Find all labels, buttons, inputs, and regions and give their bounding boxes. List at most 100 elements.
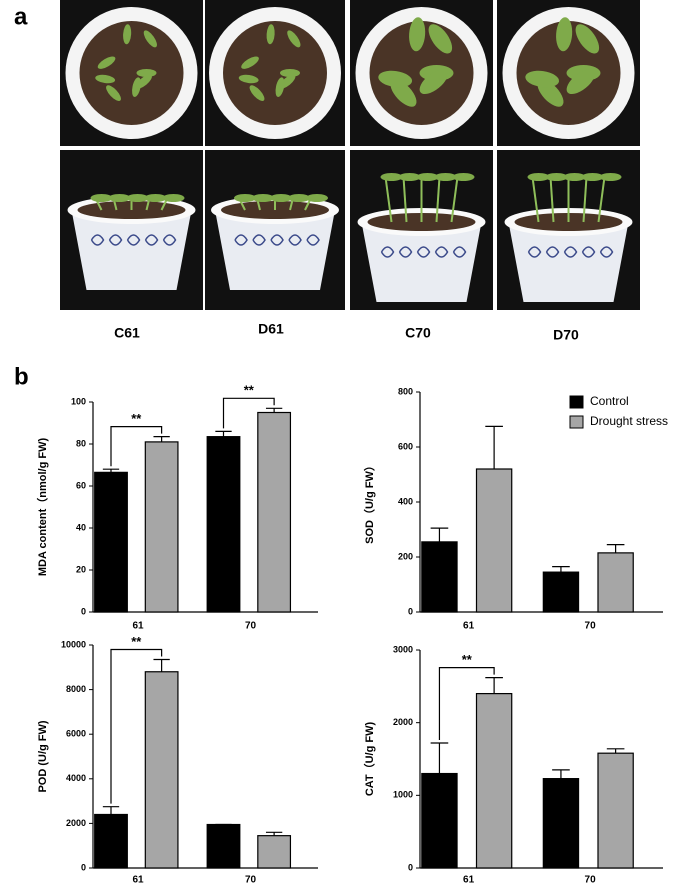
- x-tick-label: 70: [245, 875, 257, 886]
- leaf: [241, 56, 259, 69]
- leaf: [270, 194, 292, 202]
- y-axis-label: MDA content（nmol/g FW): [36, 438, 49, 577]
- pot-pattern: [288, 234, 302, 246]
- y-tick-label: 0: [408, 862, 413, 872]
- error-bar: [485, 677, 503, 694]
- stem: [402, 176, 408, 223]
- y-tick-label: 80: [76, 438, 86, 448]
- legend-label: Control: [590, 394, 629, 408]
- stem: [582, 176, 588, 223]
- bar: [94, 813, 128, 869]
- stem: [435, 176, 441, 223]
- pot-pattern: [90, 234, 105, 246]
- pot-pattern: [527, 246, 542, 258]
- pot: [508, 222, 629, 302]
- leaf: [132, 77, 141, 97]
- y-axis-label: CAT（U/g FW): [363, 722, 376, 797]
- pot-pattern: [162, 234, 177, 246]
- leaf: [95, 74, 116, 84]
- pot: [71, 210, 192, 290]
- x-tick-label: 61: [463, 621, 475, 632]
- error-bar: [102, 806, 120, 815]
- leaf: [581, 173, 604, 181]
- pot-pattern: [144, 234, 159, 246]
- y-tick-label: 0: [81, 862, 86, 872]
- y-tick-label: 200: [398, 551, 413, 561]
- significance-bracket: [110, 426, 163, 467]
- pot-pattern: [306, 234, 320, 246]
- pot-pattern: [563, 246, 578, 258]
- y-tick-label: 40: [76, 522, 86, 532]
- bar: [597, 552, 634, 613]
- photo-label: D70: [553, 327, 579, 343]
- error-bar: [102, 468, 120, 473]
- y-tick-label: 0: [81, 606, 86, 616]
- leaf: [288, 194, 310, 202]
- legend-swatch: [569, 415, 584, 429]
- error-bar: [215, 430, 232, 437]
- y-tick-label: 3000: [393, 644, 413, 654]
- y-tick-label: 8000: [66, 684, 86, 694]
- pot-pattern: [434, 246, 449, 258]
- bar: [542, 778, 580, 869]
- y-tick-label: 2000: [66, 818, 86, 828]
- leaf: [234, 194, 256, 202]
- bar: [206, 436, 241, 613]
- soil: [79, 21, 184, 125]
- leaf: [398, 173, 421, 181]
- leaf: [428, 24, 453, 54]
- bar: [542, 571, 580, 613]
- pot-pattern: [380, 246, 395, 258]
- pot-pattern: [452, 246, 467, 258]
- error-bar: [265, 407, 283, 413]
- significance-label: **: [244, 383, 255, 398]
- y-tick-label: 10000: [61, 639, 86, 649]
- leaf: [280, 69, 300, 77]
- y-tick-label: 2000: [393, 717, 413, 727]
- leaf: [419, 69, 448, 95]
- pot: [361, 222, 482, 302]
- significance-label: **: [462, 652, 473, 667]
- leaf: [123, 24, 132, 45]
- leaf: [106, 85, 121, 101]
- leaf: [144, 194, 167, 202]
- photo-label: C70: [405, 325, 431, 341]
- significance-bracket: [110, 648, 163, 804]
- bar: [144, 671, 179, 869]
- y-axis-label: POD (U/g FW): [37, 720, 49, 792]
- leaf: [126, 194, 149, 202]
- leaf: [416, 173, 439, 181]
- leaf: [249, 85, 265, 101]
- leaf: [287, 30, 301, 48]
- bar: [257, 411, 292, 613]
- bar: [257, 835, 292, 869]
- stem: [384, 176, 393, 223]
- leaf: [162, 194, 185, 202]
- leaf: [143, 30, 157, 48]
- leaf: [252, 194, 274, 202]
- pot: [215, 210, 335, 290]
- leaf: [136, 69, 157, 77]
- error-bar: [552, 566, 570, 573]
- leaf: [108, 194, 131, 202]
- error-bar: [552, 769, 570, 779]
- photo-label: D61: [258, 321, 284, 337]
- significance-label: **: [131, 634, 142, 649]
- leaf: [434, 173, 457, 181]
- bar: [421, 541, 458, 613]
- stem: [597, 176, 606, 223]
- leaf: [527, 173, 550, 181]
- panel-label: b: [14, 363, 29, 390]
- x-tick-label: 70: [245, 621, 257, 632]
- x-tick-label: 61: [132, 621, 144, 632]
- x-tick-label: 61: [132, 875, 144, 886]
- error-bar: [606, 748, 625, 754]
- legend-label: Drought stress: [590, 414, 668, 428]
- pot-pattern: [270, 234, 284, 246]
- leaf: [90, 194, 113, 202]
- pot-pattern: [581, 246, 596, 258]
- bar: [475, 692, 513, 869]
- y-tick-label: 400: [398, 496, 413, 506]
- y-axis-label: SOD（U/g FW）: [363, 460, 376, 544]
- bar: [475, 468, 513, 613]
